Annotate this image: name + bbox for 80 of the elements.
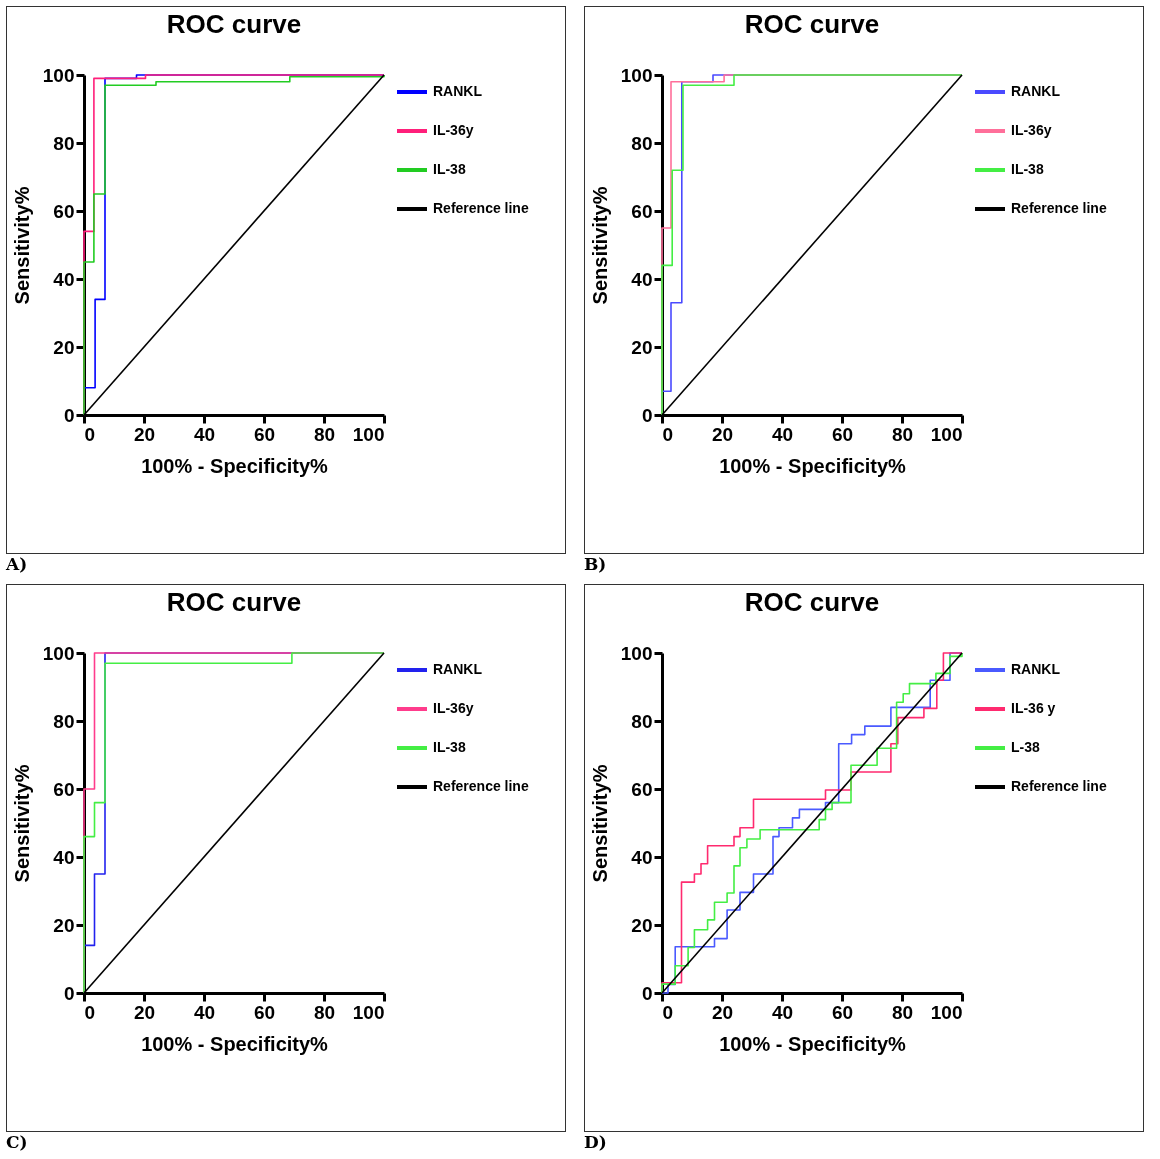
legend-label: IL-38 [1011, 161, 1044, 177]
y-tick-label: 80 [53, 132, 75, 154]
x-tick-label: 40 [771, 1001, 794, 1023]
legend-label: RANKL [1011, 83, 1061, 99]
y-tick-label: 20 [631, 914, 653, 936]
x-tick-label: 100 [352, 1001, 385, 1023]
x-tick-label: 80 [891, 1001, 914, 1023]
y-tick-label: 80 [631, 132, 653, 154]
y-tick-label: 0 [641, 982, 653, 1004]
x-tick-label: 0 [84, 423, 96, 445]
y-tick-label: 0 [63, 404, 75, 426]
legend-label: IL-38 [433, 739, 466, 755]
y-tick-label: 60 [53, 778, 75, 800]
legend-label: Reference line [1011, 778, 1107, 794]
x-tick-label: 60 [831, 1001, 854, 1023]
legend-label: Reference line [433, 200, 529, 216]
legend-label: Reference line [433, 778, 529, 794]
y-axis-title: Sensitivity% [588, 186, 611, 305]
text: B) [584, 554, 608, 576]
y-tick-label: 20 [53, 336, 75, 358]
y-tick-label: 80 [631, 710, 653, 732]
x-tick-label: 100 [352, 423, 385, 445]
y-tick-label: 100 [620, 64, 653, 86]
legend-label: IL-36y [433, 122, 474, 138]
chart-title: ROC curve [166, 587, 302, 617]
y-tick-label: 80 [53, 710, 75, 732]
x-tick-label: 80 [313, 423, 336, 445]
y-axis-title: Sensitivity% [588, 764, 611, 883]
y-tick-label: 40 [631, 846, 653, 868]
legend-label: IL-36 y [1011, 700, 1056, 716]
x-tick-label: 0 [662, 1001, 674, 1023]
x-tick-label: 60 [831, 423, 854, 445]
y-tick-label: 100 [42, 64, 75, 86]
text: A) [6, 554, 29, 576]
x-tick-label: 80 [313, 1001, 336, 1023]
x-axis-title: 100% - Specificity% [141, 1032, 329, 1055]
x-tick-label: 60 [253, 423, 276, 445]
chart-title: ROC curve [744, 587, 880, 617]
x-axis-title: 100% - Specificity% [719, 1032, 907, 1055]
x-tick-label: 0 [84, 1001, 96, 1023]
x-tick-label: 40 [193, 1001, 216, 1023]
legend-label: L-38 [1011, 739, 1040, 755]
text: D) [584, 1132, 608, 1154]
y-tick-label: 20 [631, 336, 653, 358]
x-tick-label: 40 [771, 423, 794, 445]
x-tick-label: 100 [930, 423, 963, 445]
y-tick-label: 0 [641, 404, 653, 426]
y-tick-label: 20 [53, 914, 75, 936]
chart-title: ROC curve [166, 9, 302, 39]
legend-label: Reference line [1011, 200, 1107, 216]
legend-label: IL-36y [433, 700, 474, 716]
x-axis-title: 100% - Specificity% [141, 454, 329, 477]
y-axis-title: Sensitivity% [10, 186, 33, 305]
x-tick-label: 20 [711, 1001, 734, 1023]
y-tick-label: 0 [63, 982, 75, 1004]
legend-label: IL-38 [433, 161, 466, 177]
text: C) [6, 1132, 29, 1154]
legend-label: RANKL [433, 661, 483, 677]
y-tick-label: 40 [53, 268, 75, 290]
x-tick-label: 80 [891, 423, 914, 445]
y-tick-label: 60 [53, 200, 75, 222]
y-tick-label: 100 [42, 642, 75, 664]
legend-label: RANKL [433, 83, 483, 99]
chart-title: ROC curve [744, 9, 880, 39]
x-tick-label: 60 [253, 1001, 276, 1023]
legend-label: IL-36y [1011, 122, 1052, 138]
x-tick-label: 20 [133, 1001, 156, 1023]
y-tick-label: 60 [631, 778, 653, 800]
x-tick-label: 20 [133, 423, 156, 445]
x-tick-label: 20 [711, 423, 734, 445]
y-tick-label: 40 [53, 846, 75, 868]
y-tick-label: 100 [620, 642, 653, 664]
x-tick-label: 100 [930, 1001, 963, 1023]
x-tick-label: 40 [193, 423, 216, 445]
y-axis-title: Sensitivity% [10, 764, 33, 883]
x-tick-label: 0 [662, 423, 674, 445]
y-tick-label: 60 [631, 200, 653, 222]
x-axis-title: 100% - Specificity% [719, 454, 907, 477]
legend-label: RANKL [1011, 661, 1061, 677]
y-tick-label: 40 [631, 268, 653, 290]
